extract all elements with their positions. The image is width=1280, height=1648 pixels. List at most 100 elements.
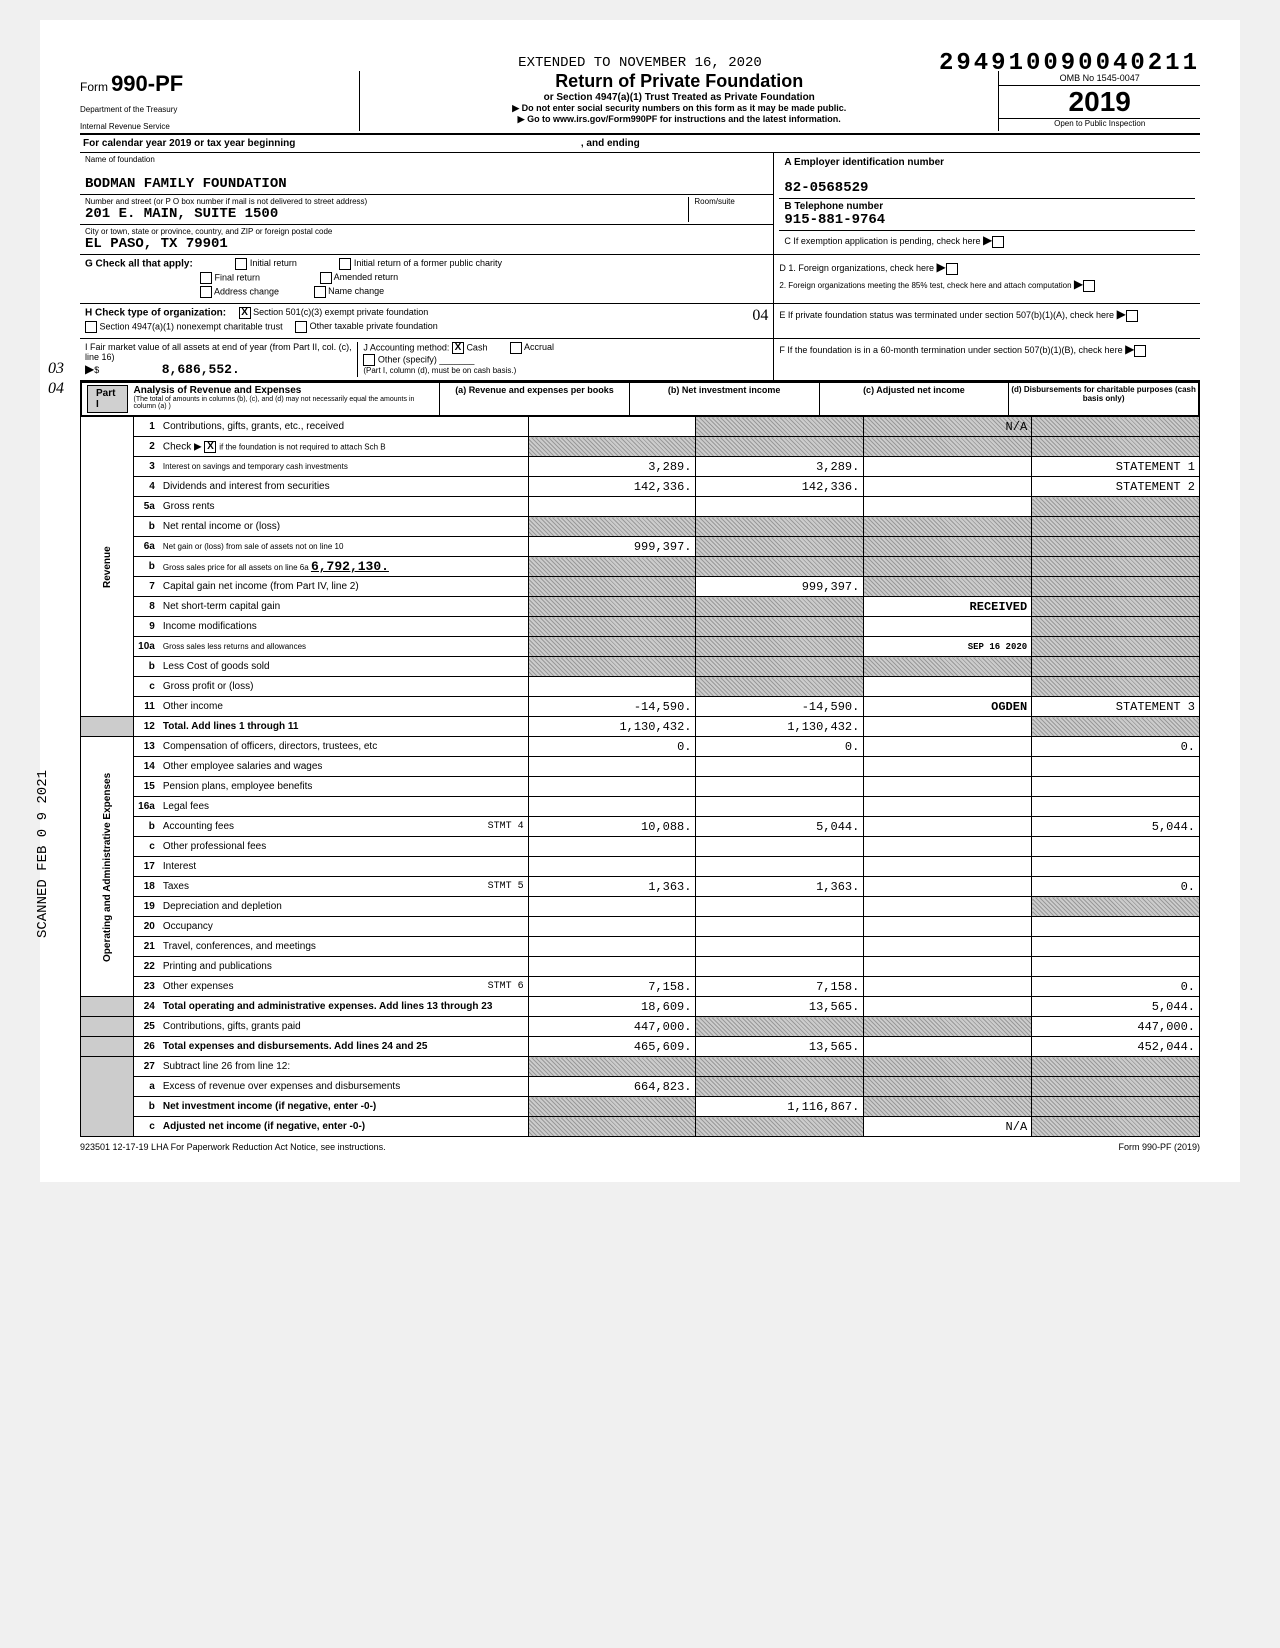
g-address-checkbox[interactable]: [200, 286, 212, 298]
form-header: Form 990-PF Department of the Treasury I…: [80, 71, 1200, 135]
g-initial-checkbox[interactable]: [235, 258, 247, 270]
line-27b: b Net investment income (if negative, en…: [81, 1097, 1200, 1117]
header-center: Return of Private Foundation or Section …: [360, 71, 998, 131]
i-label: I Fair market value of all assets at end…: [85, 342, 352, 362]
form-note1: ▶ Do not enter social security numbers o…: [370, 103, 988, 114]
scanned-stamp: SCANNED FEB 0 9 2021: [35, 770, 51, 938]
j-accrual-checkbox[interactable]: [510, 342, 522, 354]
c-checkbox[interactable]: [992, 236, 1004, 248]
form-subtitle: or Section 4947(a)(1) Trust Treated as P…: [370, 92, 988, 103]
line-12: 12 Total. Add lines 1 through 11 1,130,4…: [81, 717, 1200, 737]
form-page: 294910090040211 03 04 SCANNED FEB 0 9 20…: [40, 20, 1240, 1182]
line-5a: 5a Gross rents: [81, 497, 1200, 517]
line-10a: 10a Gross sales less returns and allowan…: [81, 637, 1200, 657]
room-label: Room/suite: [694, 197, 768, 206]
line-4: 4 Dividends and interest from securities…: [81, 477, 1200, 497]
admin-label: Operating and Administrative Expenses: [81, 737, 134, 997]
header-right: OMB No 1545-0047 2019 Open to Public Ins…: [998, 71, 1200, 131]
g-opt-1: Final return: [215, 272, 261, 282]
header-left: Form 990-PF Department of the Treasury I…: [80, 71, 360, 131]
form-number: 990-PF: [111, 71, 183, 96]
j-label: J Accounting method:: [363, 342, 449, 352]
j-note: (Part I, column (d), must be on cash bas…: [363, 366, 768, 375]
foundation-address: 201 E. MAIN, SUITE 1500: [85, 206, 688, 222]
foundation-name: BODMAN FAMILY FOUNDATION: [85, 176, 768, 192]
line-15: 15Pension plans, employee benefits: [81, 777, 1200, 797]
e-checkbox[interactable]: [1126, 310, 1138, 322]
form-title: Return of Private Foundation: [370, 71, 988, 92]
h-label: H Check type of organization:: [85, 307, 226, 318]
form-label: Form: [80, 80, 108, 94]
line-20: 20Occupancy: [81, 917, 1200, 937]
e-label: E If private foundation status was termi…: [779, 310, 1114, 320]
d1-checkbox[interactable]: [946, 263, 958, 275]
c-label: C If exemption application is pending, c…: [784, 236, 980, 246]
line-9: 9 Income modifications: [81, 617, 1200, 637]
margin-04: 04: [752, 307, 768, 325]
line-3: 3 Interest on savings and temporary cash…: [81, 457, 1200, 477]
line-16c: cOther professional fees: [81, 837, 1200, 857]
line-16b: b Accounting feesSTMT 4 10,088. 5,044. 5…: [81, 817, 1200, 837]
phone-label: B Telephone number: [784, 201, 1190, 212]
f-label: F If the foundation is in a 60-month ter…: [779, 345, 1122, 355]
line-24: 24 Total operating and administrative ex…: [81, 997, 1200, 1017]
h-4947-checkbox[interactable]: [85, 321, 97, 333]
line-5b: b Net rental income or (loss): [81, 517, 1200, 537]
section-g-d: G Check all that apply: Initial return I…: [80, 255, 1200, 304]
line-16a: 16aLegal fees: [81, 797, 1200, 817]
phone-value: 915-881-9764: [784, 212, 1190, 228]
line-10c: c Gross profit or (loss): [81, 677, 1200, 697]
g-former-checkbox[interactable]: [339, 258, 351, 270]
line-11: 11 Other income -14,590. -14,590. OGDEN …: [81, 697, 1200, 717]
dln-number: 294910090040211: [939, 50, 1200, 77]
g-amended-checkbox[interactable]: [320, 272, 332, 284]
h-opt2: Section 4947(a)(1) nonexempt charitable …: [100, 321, 283, 331]
d1-label: D 1. Foreign organizations, check here: [779, 263, 934, 273]
g-final-checkbox[interactable]: [200, 272, 212, 284]
part1-label: Part I: [87, 385, 128, 413]
g-namechange-checkbox[interactable]: [314, 286, 326, 298]
h-other-checkbox[interactable]: [295, 321, 307, 333]
line-21: 21Travel, conferences, and meetings: [81, 937, 1200, 957]
j-other: Other (specify): [378, 354, 437, 364]
g-opt-3: Initial return of a former public charit…: [354, 258, 502, 268]
line-14: 14Other employee salaries and wages: [81, 757, 1200, 777]
i-value: 8,686,552.: [162, 362, 240, 377]
part1-header: Part I Analysis of Revenue and Expenses …: [80, 381, 1200, 416]
foundation-city: EL PASO, TX 79901: [85, 236, 768, 252]
g-opt-5: Name change: [328, 286, 384, 296]
j-other-checkbox[interactable]: [363, 354, 375, 366]
j-cash-checkbox[interactable]: X: [452, 342, 464, 354]
h-opt1: Section 501(c)(3) exempt private foundat…: [253, 307, 428, 317]
line-13: Operating and Administrative Expenses 13…: [81, 737, 1200, 757]
inspection-note: Open to Public Inspection: [999, 118, 1200, 128]
f-checkbox[interactable]: [1134, 345, 1146, 357]
info-right: A Employer identification number 82-0568…: [774, 153, 1200, 254]
cal-year-end: , and ending: [581, 138, 640, 149]
col-c-head: (c) Adjusted net income: [819, 383, 1009, 415]
h-opt3: Other taxable private foundation: [310, 321, 438, 331]
g-label: G Check all that apply:: [85, 258, 193, 269]
line-8: 8 Net short-term capital gain RECEIVED: [81, 597, 1200, 617]
line-19: 19Depreciation and depletion: [81, 897, 1200, 917]
line-1: Revenue 1 Contributions, gifts, grants, …: [81, 417, 1200, 437]
margin-note-04: 04: [48, 380, 64, 398]
revenue-label: Revenue: [81, 417, 134, 717]
calendar-year-row: For calendar year 2019 or tax year begin…: [80, 135, 1200, 153]
line-25: 25 Contributions, gifts, grants paid 447…: [81, 1017, 1200, 1037]
part1-title: Analysis of Revenue and Expenses: [133, 385, 434, 396]
col-d-head: (d) Disbursements for charitable purpose…: [1008, 383, 1198, 415]
d2-label: 2. Foreign organizations meeting the 85%…: [779, 281, 1071, 290]
line-27a: a Excess of revenue over expenses and di…: [81, 1077, 1200, 1097]
part1-sub: (The total of amounts in columns (b), (c…: [133, 396, 434, 410]
col-a-head: (a) Revenue and expenses per books: [439, 383, 629, 415]
j-cash: Cash: [466, 342, 487, 352]
info-left: Name of foundation BODMAN FAMILY FOUNDAT…: [80, 153, 774, 254]
h-501c3-checkbox[interactable]: X: [239, 307, 251, 319]
line-22: 22Printing and publications: [81, 957, 1200, 977]
d2-checkbox[interactable]: [1083, 280, 1095, 292]
section-ij-f: I Fair market value of all assets at end…: [80, 339, 1200, 381]
l2-checkbox[interactable]: X: [204, 441, 216, 453]
line-2: 2 Check ▶ X if the foundation is not req…: [81, 437, 1200, 457]
line-17: 17Interest: [81, 857, 1200, 877]
